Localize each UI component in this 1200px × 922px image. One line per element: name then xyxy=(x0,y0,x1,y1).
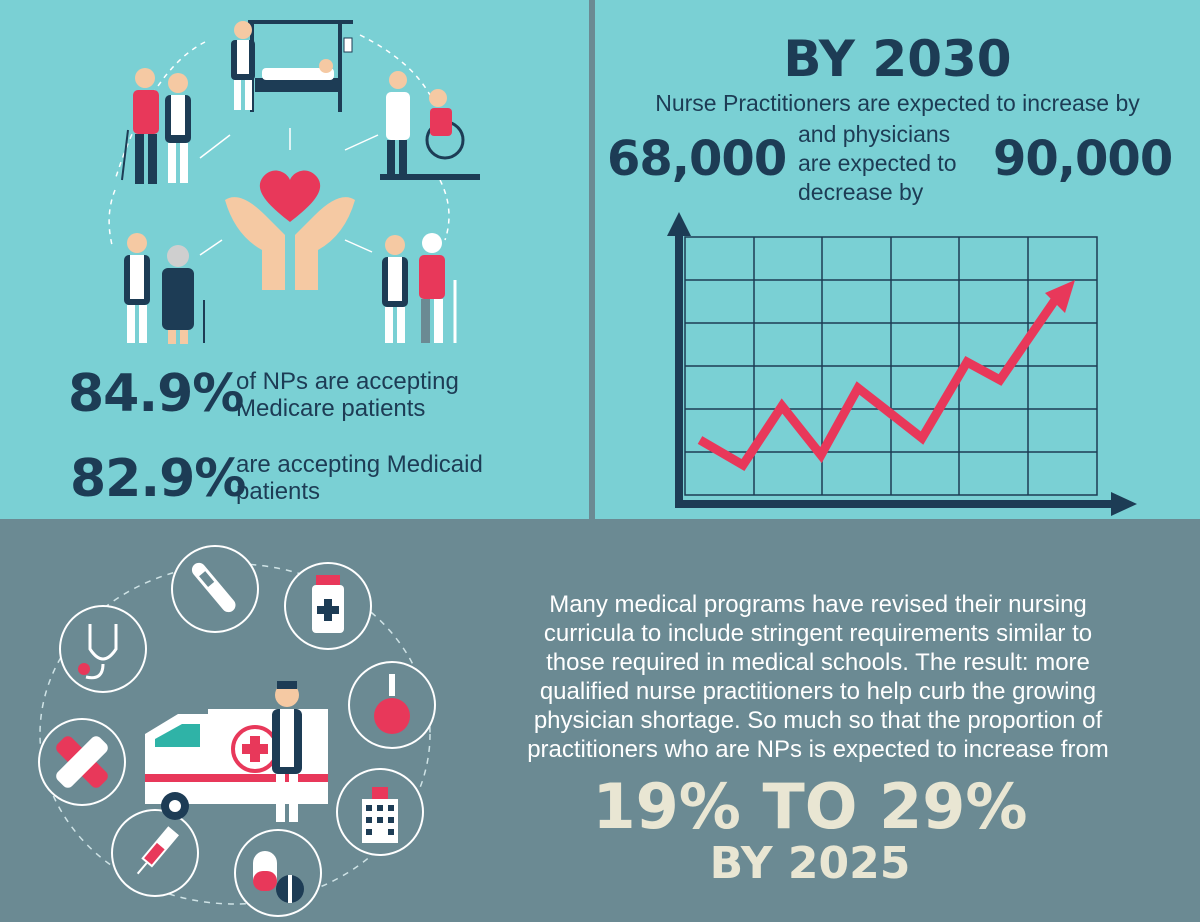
nurse-patient-icon xyxy=(121,68,191,184)
paragraph-line: curricula to include stringent requireme… xyxy=(543,620,1093,647)
medicaid-stat-line: patients xyxy=(236,478,321,505)
physician-decrease-value: 90,000 xyxy=(993,131,1173,187)
np-increase-value: 68,000 xyxy=(607,131,787,187)
paragraph-line: qualified nurse practitioners to help cu… xyxy=(539,678,1097,705)
heart-hands-icon xyxy=(225,170,355,290)
trend-arrowhead xyxy=(1045,280,1075,313)
medicare-stat-value: 84.9% xyxy=(68,364,244,424)
x-axis-arrow xyxy=(1111,492,1137,516)
hospital-bed-icon xyxy=(248,20,353,112)
physician-text-line: and physicians xyxy=(798,121,951,147)
paragraph-line: practitioners who are NPs is expected to… xyxy=(527,736,1109,763)
nurse-icon xyxy=(272,681,302,822)
ambulance-icon xyxy=(145,709,328,820)
care-illustration xyxy=(108,20,480,344)
nurse-icon xyxy=(231,21,255,110)
medicaid-stat-value: 82.9% xyxy=(70,449,246,509)
pills-icon xyxy=(234,829,322,917)
chart-x-axis xyxy=(675,500,1115,508)
arrow-icon xyxy=(199,239,223,256)
callout-year: BY 2025 xyxy=(709,838,911,889)
np-increase-line: Nurse Practitioners are expected to incr… xyxy=(655,90,1140,116)
physician-text-line: are expected to xyxy=(798,150,957,176)
chart-y-axis xyxy=(675,232,683,508)
paragraph-line: Many medical programs have revised their… xyxy=(549,591,1087,618)
nurse-elderly-icon xyxy=(124,233,205,344)
thermometer-icon xyxy=(171,545,259,633)
wheelchair-icon xyxy=(380,71,480,180)
curricula-paragraph: Many medical programs have revised their… xyxy=(478,590,1158,764)
injured-patient-icon xyxy=(382,233,457,343)
trend-line xyxy=(697,297,1059,472)
paragraph-line: those required in medical schools. The r… xyxy=(546,649,1090,676)
bandage-icon xyxy=(38,718,126,806)
np-proportion-callout: 19% TO 29% xyxy=(592,770,1028,843)
bulb-syringe-icon xyxy=(348,661,436,749)
arrow-icon xyxy=(344,134,379,151)
physician-text-line: decrease by xyxy=(798,179,924,205)
medicaid-stat-line: are accepting Medicaid xyxy=(236,451,483,478)
hospital-building-icon xyxy=(336,768,424,856)
medicare-stat-text: of NPs are accepting Medicare patients xyxy=(236,368,459,422)
headline-by-2030: BY 2030 xyxy=(783,30,1012,88)
rising-line-chart-icon xyxy=(667,212,1137,516)
medical-icons-ring xyxy=(38,545,436,917)
physician-text: and physicians are expected to decrease … xyxy=(798,120,957,207)
medicine-bottle-icon xyxy=(284,562,372,650)
syringe-icon xyxy=(111,809,199,897)
medicare-stat-line: Medicare patients xyxy=(236,395,426,422)
paragraph-line: physician shortage. So much so that the … xyxy=(533,707,1103,734)
arrow-icon xyxy=(344,239,373,253)
arrow-icon xyxy=(199,134,231,159)
panel-divider xyxy=(589,0,595,519)
top-right-panel xyxy=(595,0,1200,519)
y-axis-arrow xyxy=(667,212,691,236)
stethoscope-icon xyxy=(59,605,147,693)
medicaid-stat-text: are accepting Medicaid patients xyxy=(236,451,483,505)
medicare-stat-line: of NPs are accepting xyxy=(236,368,459,395)
